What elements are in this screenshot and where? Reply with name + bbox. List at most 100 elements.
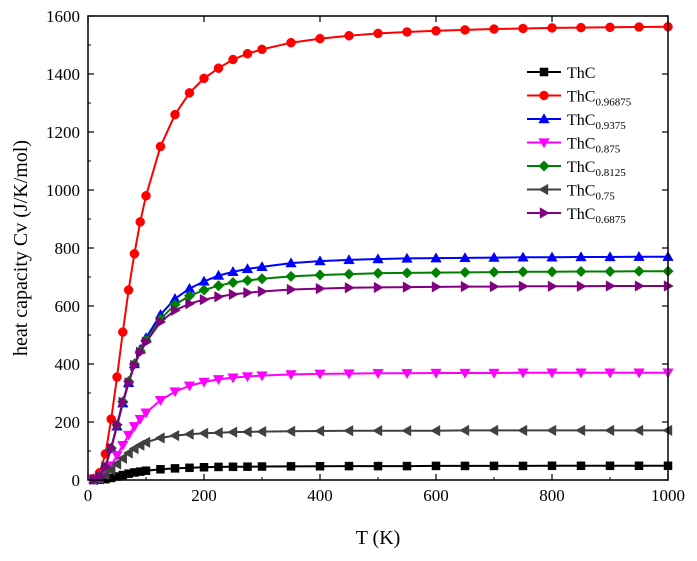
data-point [257, 44, 267, 55]
data-point [199, 73, 209, 84]
data-point [430, 425, 441, 437]
data-point [212, 269, 225, 280]
data-point [241, 263, 254, 274]
series-line [93, 25, 669, 480]
plot-frame [87, 15, 669, 481]
data-point [130, 359, 141, 372]
data-point [243, 286, 254, 299]
data-point [212, 427, 223, 439]
data-point [285, 270, 297, 283]
data-point [111, 458, 122, 470]
data-point [605, 280, 616, 292]
data-point [344, 461, 354, 471]
data-point [135, 217, 145, 227]
legend-marker [539, 67, 549, 77]
data-point [154, 432, 165, 444]
data-point [633, 250, 645, 261]
data-point [257, 462, 267, 471]
data-point [401, 425, 412, 437]
data-point [518, 461, 528, 471]
y-tick-label: 1400 [46, 65, 80, 84]
y-axis-label: heat capacity Cv (J/K/mol) [10, 140, 32, 356]
data-point [286, 37, 296, 48]
legend-item: ThC0.6875 [527, 206, 626, 226]
data-point [170, 304, 181, 317]
data-point [169, 387, 181, 398]
data-point [136, 346, 146, 359]
data-point [129, 249, 140, 259]
legend-item: ThC0.96875 [527, 89, 632, 109]
data-point [257, 285, 268, 298]
y-tick-label: 600 [55, 297, 81, 316]
data-point [430, 368, 442, 379]
data-point [156, 465, 165, 474]
data-point [343, 369, 355, 380]
data-point [547, 280, 558, 292]
data-point [107, 442, 117, 454]
data-point [183, 381, 196, 392]
data-point [154, 396, 167, 407]
data-point [314, 269, 326, 281]
data-point [228, 462, 238, 472]
legend-item: ThC0.75 [527, 183, 615, 203]
data-point [633, 424, 644, 437]
data-point [402, 461, 412, 471]
data-point [118, 396, 129, 408]
data-point [373, 461, 383, 471]
y-tick-label: 800 [55, 239, 81, 258]
data-point [170, 464, 180, 473]
legend-item: ThC0.875 [527, 136, 621, 156]
legend-marker [538, 160, 550, 172]
data-point [517, 251, 529, 262]
data-point [213, 63, 224, 73]
data-point [343, 425, 354, 437]
data-point [489, 24, 499, 34]
data-point [285, 370, 297, 381]
data-point [315, 282, 326, 295]
data-point [373, 28, 383, 39]
data-point [212, 280, 225, 292]
legend-label: ThC [567, 65, 595, 82]
data-point [185, 463, 194, 473]
data-point [431, 281, 442, 293]
data-point [488, 368, 500, 379]
series-line [93, 429, 668, 481]
data-point [488, 266, 500, 278]
data-point [241, 372, 254, 383]
y-tick-label: 0 [72, 471, 81, 490]
series-line [93, 285, 668, 481]
data-point [517, 266, 529, 278]
data-point [604, 265, 616, 278]
data-point [198, 284, 210, 296]
data-point [546, 251, 558, 262]
data-point [243, 462, 252, 471]
data-point [212, 375, 225, 386]
data-point [99, 469, 110, 482]
data-point [256, 371, 268, 382]
data-point [101, 461, 112, 473]
data-point [343, 254, 355, 265]
data-point [372, 425, 383, 437]
data-point [547, 461, 557, 471]
data-point [124, 377, 135, 389]
data-point [489, 280, 500, 293]
data-point [634, 280, 645, 292]
data-point [460, 461, 470, 471]
data-point [128, 422, 141, 433]
data-point [488, 251, 500, 262]
data-point [575, 251, 587, 262]
data-point [141, 466, 151, 475]
data-point [185, 297, 196, 310]
data-point [227, 373, 239, 384]
data-point [372, 369, 384, 380]
data-point [546, 368, 558, 379]
data-point [460, 280, 471, 293]
legend-item: ThC0.8125 [527, 159, 626, 179]
data-point [227, 266, 239, 276]
data-point [459, 266, 471, 278]
data-point [169, 429, 180, 442]
data-point [256, 261, 268, 272]
legend-item: ThC0.9375 [527, 112, 626, 132]
x-axis-label: T (K) [356, 527, 401, 549]
